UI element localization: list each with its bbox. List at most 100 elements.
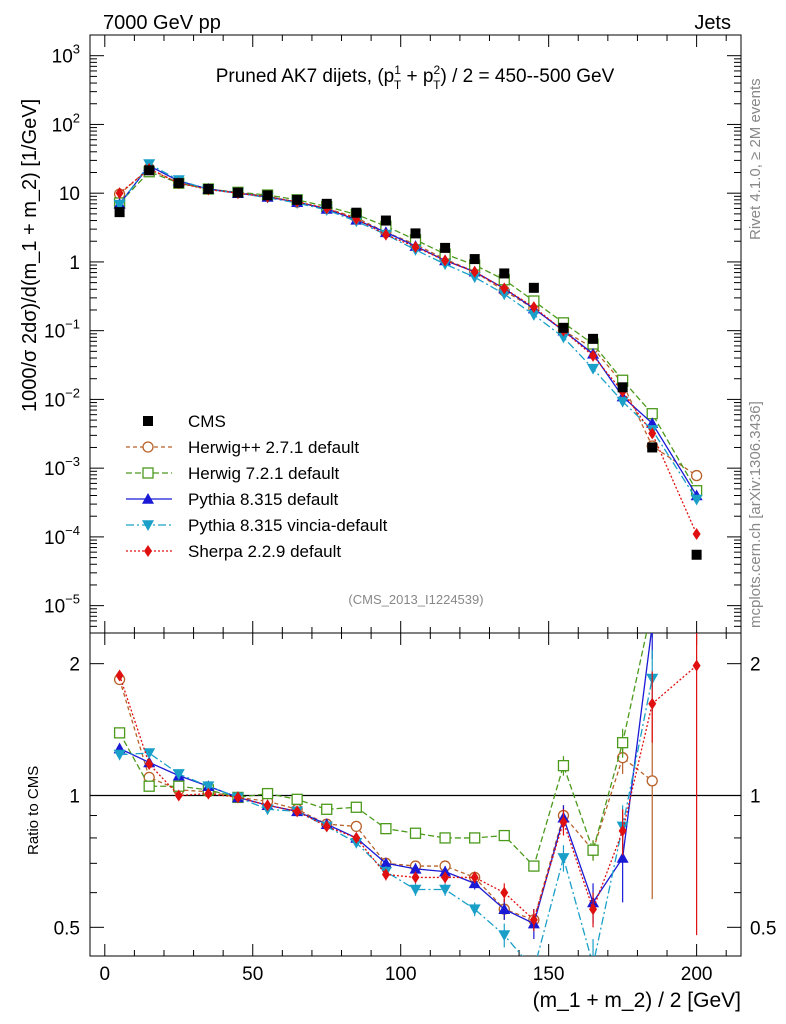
legend-marker-2 <box>142 493 154 504</box>
ratio-point-3 <box>113 749 126 761</box>
ratio-point-1 <box>587 844 599 856</box>
x-tick-label: 200 <box>681 964 713 985</box>
rivet-version-label: Rivet 4.1.0, ≥ 2M events <box>747 78 764 240</box>
y-tick-label: 102 <box>52 110 80 136</box>
ratio-tick-label-right: 1 <box>750 786 761 807</box>
ratio-point-0 <box>646 775 658 787</box>
ratio-point-4 <box>411 871 420 884</box>
y-tick-label: 103 <box>52 42 80 68</box>
process-label: Jets <box>694 12 731 34</box>
ratio-point-2 <box>616 851 629 863</box>
ratio-point-4 <box>470 871 479 884</box>
cms-data-point <box>440 242 451 253</box>
ratio-point-4 <box>529 913 538 926</box>
series-point-4 <box>500 282 509 295</box>
ratio-tick-label-right: 0.5 <box>750 918 776 939</box>
legend-label-2: Pythia 8.315 default <box>188 490 339 509</box>
ratio-point-1 <box>469 832 481 844</box>
ratio-point-4 <box>115 669 124 682</box>
series-point-3 <box>113 199 126 211</box>
series-point-3 <box>616 396 629 408</box>
series-point-3 <box>587 363 600 375</box>
ratio-point-3 <box>439 884 452 896</box>
y-tick-label: 10−4 <box>44 523 80 549</box>
plot-title: Pruned AK7 dijets, (p1 T + p2 T) / 2 = 450… <box>216 63 615 92</box>
legend-marker-1 <box>142 467 154 479</box>
series-line-4 <box>119 168 698 535</box>
cms-data-point <box>410 228 421 239</box>
legend-marker-3 <box>142 520 154 531</box>
cms-data-point <box>380 215 391 226</box>
ratio-point-4 <box>352 831 361 844</box>
x-tick-label: 50 <box>242 964 263 985</box>
ratio-point-1 <box>647 602 657 612</box>
series-point-4 <box>529 301 538 314</box>
ratio-point-3 <box>143 748 156 760</box>
y-axis-label: 1000/σ 2dσ)/d(m_1 + m_2) [1/GeV] <box>19 99 41 412</box>
cms-data-point <box>173 178 184 189</box>
ratio-point-4 <box>174 789 183 802</box>
legend-cms-label: CMS <box>188 412 226 431</box>
ratio-point-3 <box>202 781 215 793</box>
ratio-point-4 <box>500 886 509 899</box>
y-tick-label: 10−2 <box>44 385 80 411</box>
ratio-point-4 <box>648 697 657 710</box>
legend-marker-4 <box>144 545 152 557</box>
legend-label-1: Herwig 7.2.1 default <box>188 464 339 483</box>
ratio-point-4 <box>589 903 598 916</box>
series-point-4 <box>648 427 657 440</box>
cms-data-point <box>558 322 569 333</box>
x-tick-label: 0 <box>100 964 111 985</box>
ratio-point-2 <box>646 619 658 630</box>
cms-data-point <box>144 165 155 176</box>
y-tick-label: 1 <box>69 253 80 274</box>
y-tick-label: 10−1 <box>44 317 80 343</box>
cms-data-point <box>469 254 480 265</box>
legend-label-4: Sherpa 2.2.9 default <box>188 542 341 561</box>
cms-data-point <box>232 187 243 198</box>
ratio-tick-label-left: 2 <box>69 655 80 676</box>
ratio-point-4 <box>381 868 390 881</box>
cms-data-point <box>262 190 273 201</box>
ratio-point-2 <box>498 903 511 914</box>
ratio-point-1 <box>616 737 629 749</box>
series-point-3 <box>557 332 570 344</box>
series-point-4 <box>381 228 390 241</box>
analysis-id: (CMS_2013_I1224539) <box>348 592 483 607</box>
series-point-4 <box>589 349 598 362</box>
ratio-tick-label-left: 1 <box>69 786 80 807</box>
cms-data-point <box>351 207 362 218</box>
ratio-point-1 <box>113 727 126 739</box>
ratio-point-1 <box>143 780 155 792</box>
ratio-point-1 <box>498 829 510 842</box>
ratio-point-1 <box>439 832 451 844</box>
ratio-point-3 <box>587 960 599 971</box>
ratio-series-group <box>113 602 701 971</box>
ratio-point-3 <box>172 769 185 780</box>
cms-data-point <box>114 207 125 218</box>
y-tick-label: 10 <box>59 184 80 205</box>
legend-marker-0 <box>142 441 154 453</box>
ratio-y-axis-label: Ratio to CMS <box>25 766 42 855</box>
ratio-point-1 <box>528 860 540 872</box>
ratio-point-0 <box>350 820 362 833</box>
ratio-point-1 <box>261 787 274 800</box>
ratio-point-1 <box>409 827 422 839</box>
x-tick-label: 150 <box>533 964 565 985</box>
ratio-point-1 <box>321 803 333 815</box>
mcplots-label: mcplots.cern.ch [arXiv:1306.3436] <box>747 401 764 628</box>
cms-data-point <box>588 333 599 344</box>
cms-data-point <box>647 442 658 453</box>
ratio-point-4 <box>441 871 450 884</box>
ratio-point-4 <box>233 791 242 804</box>
ratio-point-3 <box>557 853 570 864</box>
ratio-tick-label-right: 2 <box>750 655 761 676</box>
ratio-point-4 <box>692 659 701 672</box>
series-point-4 <box>470 265 479 278</box>
energy-label: 7000 GeV pp <box>103 12 221 34</box>
ratio-point-1 <box>350 801 362 813</box>
series-point-3 <box>468 272 481 284</box>
ratio-point-3 <box>498 930 511 942</box>
y-tick-label: 10−5 <box>44 592 80 618</box>
